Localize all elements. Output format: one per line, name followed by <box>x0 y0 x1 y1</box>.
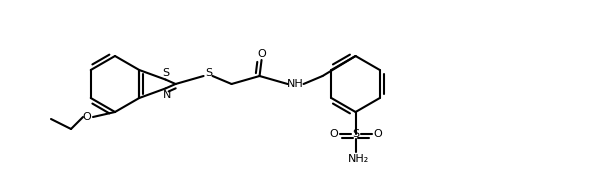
Text: S: S <box>162 68 169 78</box>
Text: O: O <box>83 112 91 122</box>
Text: N: N <box>163 90 172 100</box>
Text: O: O <box>373 129 382 139</box>
Text: S: S <box>352 129 359 139</box>
Text: S: S <box>205 68 212 78</box>
Text: O: O <box>257 49 266 59</box>
Text: O: O <box>329 129 338 139</box>
Text: NH: NH <box>287 79 304 89</box>
Text: NH₂: NH₂ <box>348 154 369 164</box>
